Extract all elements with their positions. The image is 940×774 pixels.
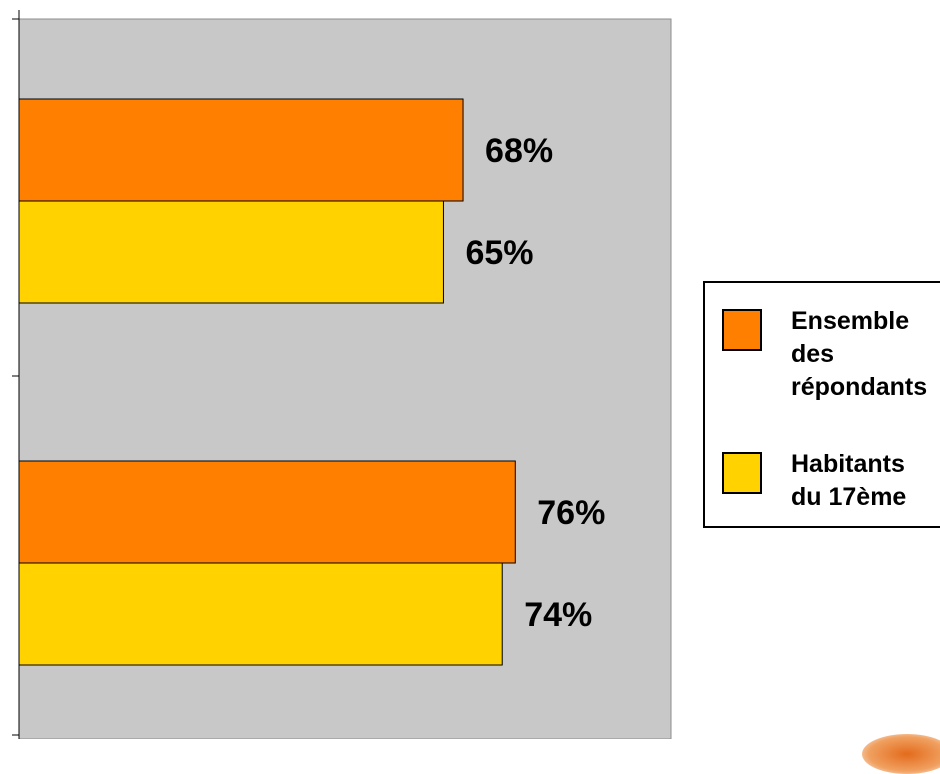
- legend-swatch-orange: [722, 309, 762, 351]
- legend-item-habitants: Habitants du 17ème: [722, 448, 936, 514]
- data-label: 76%: [537, 494, 605, 532]
- bar-ensemble: [18, 460, 516, 564]
- bar-chart: 68% 76% 65% 74%: [12, 10, 672, 740]
- bar-ensemble: [18, 98, 464, 202]
- data-label: 65%: [465, 234, 533, 272]
- legend-label: Habitants du 17ème: [791, 450, 907, 511]
- legend: Ensemble des répondants Habitants du 17è…: [703, 281, 940, 528]
- legend-swatch-yellow: [722, 452, 762, 494]
- bar-habitants: [18, 562, 503, 666]
- legend-label: Ensemble des répondants: [791, 307, 928, 401]
- decorative-logo-fragment: [862, 734, 940, 774]
- bar-habitants: [18, 200, 444, 304]
- data-label: 74%: [524, 596, 592, 634]
- chart: 68% 76% 65% 74% Ensemble des répondants Hab…: [12, 10, 940, 774]
- legend-item-ensemble: Ensemble des répondants: [722, 305, 936, 404]
- data-label: 68%: [485, 132, 553, 170]
